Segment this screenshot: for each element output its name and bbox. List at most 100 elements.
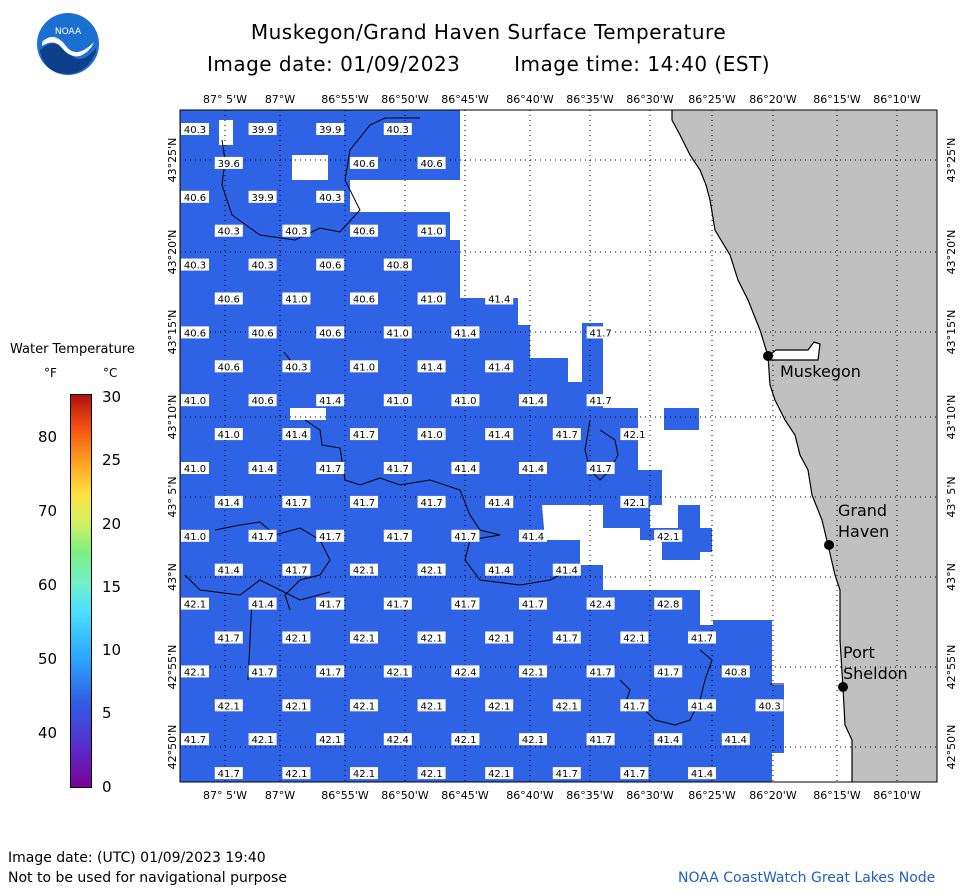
temperature-value: 41.7 — [589, 735, 611, 746]
lat-label-left: 43°25'N — [166, 138, 179, 183]
temperature-label-box — [620, 699, 649, 712]
temperature-label: 41.0 — [417, 224, 446, 238]
temperature-label-box — [485, 699, 514, 712]
legend-c-tick: 0 — [102, 778, 112, 796]
temperature-label: 42.1 — [451, 733, 480, 746]
temperature-label-box — [620, 767, 649, 780]
temperature-value: 42.1 — [251, 735, 273, 746]
place-marker — [763, 351, 773, 361]
temperature-label-box — [586, 597, 615, 610]
temperature-label: 39.9 — [248, 123, 277, 136]
temperature-value: 42.1 — [623, 430, 645, 441]
temperature-value: 41.4 — [657, 735, 679, 746]
temperature-value: 42.1 — [488, 769, 510, 780]
lon-label-top: 86°20'W — [749, 93, 797, 106]
temperature-label-box — [214, 699, 243, 712]
temperature-label-box — [248, 394, 277, 407]
temperature-label-box — [451, 665, 480, 678]
temperature-value: 40.6 — [319, 261, 341, 272]
temperature-label: 41.4 — [417, 360, 446, 373]
temperature-value: 41.7 — [218, 634, 240, 645]
temperature-label-box — [755, 699, 784, 712]
temperature-label-box — [248, 462, 277, 474]
temperature-label: 42.1 — [417, 631, 446, 645]
temperature-label-box — [181, 665, 209, 678]
temperature-label-box — [451, 597, 480, 610]
lat-label-right: 43°N — [945, 563, 958, 591]
temperature-label-box — [214, 767, 243, 780]
temperature-label-box — [316, 326, 345, 339]
temperature-label-box — [519, 733, 547, 746]
temperature-value: 41.7 — [285, 566, 307, 577]
temperature-value: 42.1 — [285, 701, 307, 712]
temperature-label-box — [383, 326, 412, 339]
legend-title: Water Temperature — [10, 342, 135, 357]
temperature-label: 42.1 — [519, 665, 547, 678]
temperature-label: 41.7 — [417, 495, 446, 509]
temperature-label-box — [350, 699, 378, 712]
isotherm-contour — [584, 419, 619, 481]
temperature-value: 42.4 — [454, 667, 476, 678]
temperature-value: 41.7 — [589, 667, 611, 678]
temperature-label-box — [181, 462, 209, 474]
muskegon-lake — [767, 341, 821, 361]
lat-label-left: 42°55'N — [166, 645, 179, 690]
temperature-value: 41.7 — [623, 769, 645, 780]
legend-f-tick: 60 — [38, 576, 58, 594]
temperature-label-box — [383, 733, 412, 746]
temperature-label: 41.7 — [654, 665, 683, 678]
temperature-label: 41.7 — [586, 733, 615, 746]
temperature-label: 41.7 — [316, 529, 345, 543]
cloud-patch — [290, 408, 326, 420]
temperature-label-box — [181, 529, 209, 542]
temperature-label: 40.3 — [755, 699, 784, 712]
temperature-value: 42.1 — [184, 600, 206, 611]
lon-label-top: 87° 5'W — [203, 93, 247, 106]
lon-label-bottom: 87°W — [265, 789, 295, 802]
temperature-label-box — [214, 224, 243, 237]
place-label: Haven — [838, 522, 889, 541]
temperature-label: 42.1 — [350, 699, 378, 712]
map-frame — [179, 109, 938, 783]
temperature-label: 41.4 — [248, 597, 277, 611]
temperature-label-box — [417, 428, 446, 441]
legend-f-tick: 70 — [38, 502, 58, 520]
temperature-label: 41.0 — [181, 529, 209, 543]
lat-label-right: 42°55'N — [945, 645, 958, 690]
logo-text: NOAA — [55, 27, 82, 37]
temperature-label-box — [350, 495, 378, 508]
temperature-label-box — [654, 733, 683, 746]
temperature-label: 41.4 — [552, 563, 581, 577]
temperature-label: 41.7 — [552, 767, 581, 780]
footer-utc: Image date: (UTC) 01/09/2023 19:40 — [8, 850, 266, 866]
lon-label-top: 86°30'W — [626, 93, 674, 106]
temperature-label: 42.1 — [181, 597, 209, 611]
temperature-label-box — [721, 733, 750, 746]
temperature-label-box — [316, 462, 345, 474]
lat-label-right: 43°15'N — [945, 310, 958, 355]
temperature-value: 39.9 — [319, 125, 341, 136]
temperature-value: 40.3 — [184, 261, 206, 272]
lon-label-top: 87°W — [265, 93, 295, 106]
lat-label-left: 43°15'N — [166, 310, 179, 355]
temperature-label-box — [181, 190, 209, 203]
temperature-label-box — [316, 597, 345, 610]
temperature-label: 41.7 — [214, 767, 243, 780]
lon-label-top: 86°10'W — [873, 93, 921, 106]
temperature-label: 40.6 — [350, 224, 378, 238]
lon-label-bottom: 86°55'W — [321, 789, 369, 802]
temperature-label-box — [688, 631, 716, 644]
temperature-label-box — [248, 123, 277, 135]
temperature-label: 42.8 — [654, 597, 683, 611]
lat-label-left: 43°N — [166, 563, 179, 591]
lon-label-bottom: 86°50'W — [381, 789, 429, 802]
temperature-label-box — [282, 631, 311, 644]
temperature-value: 41.7 — [657, 667, 679, 678]
temperature-value: 41.7 — [454, 600, 476, 611]
temperature-value: 41.7 — [285, 498, 307, 509]
temperature-label-box — [417, 156, 446, 169]
temperature-label: 41.4 — [451, 326, 480, 339]
temperature-label-box — [248, 597, 277, 610]
temperature-value: 40.3 — [251, 261, 273, 272]
legend-c-tick: 20 — [102, 515, 122, 533]
